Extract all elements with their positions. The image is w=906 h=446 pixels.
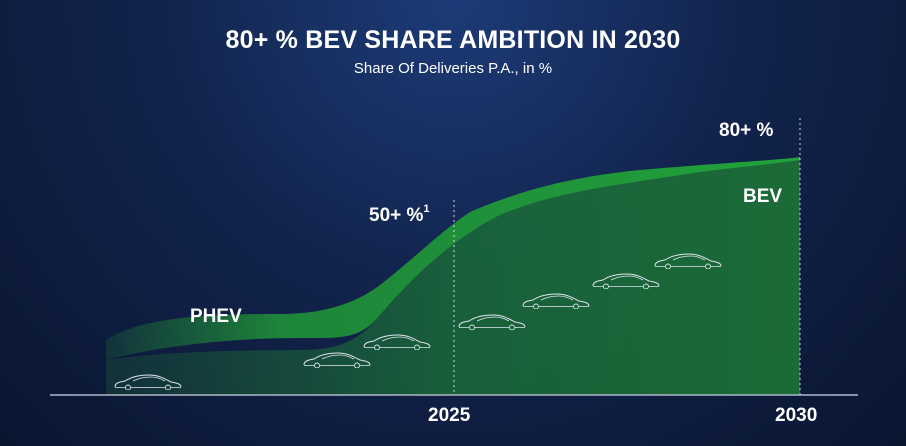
series-label-bev: BEV [743,186,783,207]
x-tick-2030: 2030 [775,405,818,426]
share-band [106,157,800,360]
x-tick-2025: 2025 [428,405,471,426]
bev-area [106,160,800,395]
annotation-2025: 50+ %1 [369,203,430,227]
annotation-2025-text: 50+ % [369,205,424,226]
footnote-marker: 1 [423,203,430,215]
chart-subtitle: Share Of Deliveries P.A., in % [353,60,553,77]
annotation-2030: 80+ % [719,120,774,141]
series-label-phev: PHEV [190,306,242,327]
chart-title: 80+ % BEV SHARE AMBITION IN 2030 [225,26,681,54]
